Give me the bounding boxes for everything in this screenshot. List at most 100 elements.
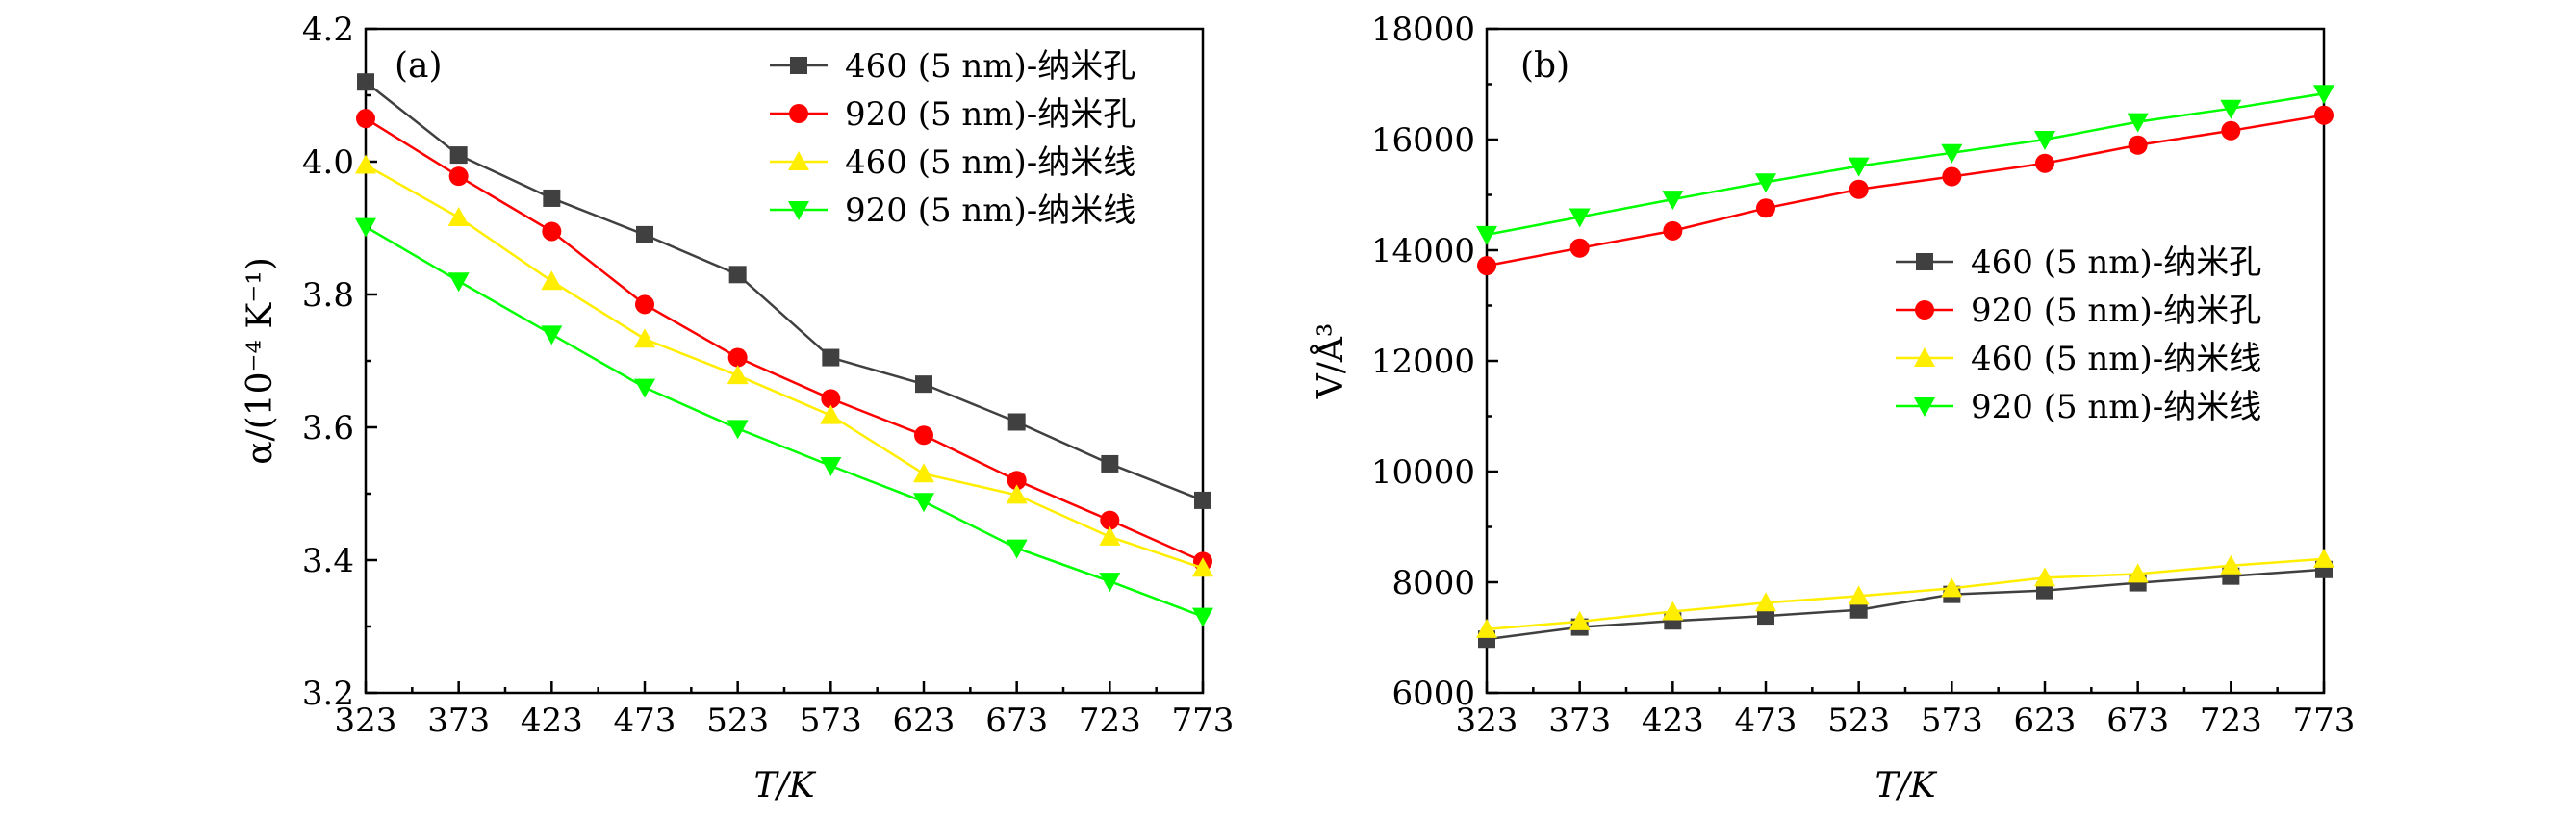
y-tick-label: 16000 xyxy=(1371,121,1475,160)
x-tick-label: 673 xyxy=(2106,702,2169,740)
x-tick-label: 573 xyxy=(1921,702,1983,740)
panel-b-y-axis-title: V/Å³ xyxy=(1311,323,1351,400)
series-line xyxy=(1486,92,2325,237)
panel-a-ticks xyxy=(364,27,1205,695)
data-point xyxy=(2127,113,2149,133)
panel-b-label: (b) xyxy=(1520,46,1569,86)
data-point xyxy=(355,154,376,174)
data-point xyxy=(1007,471,1027,491)
legend-label: 460 (5 nm)-纳米线 xyxy=(1971,340,2261,378)
panel-a-x-axis-title: T/K xyxy=(753,766,816,805)
panel-b-legend: 460 (5 nm)-纳米孔 920 (5 nm)-纳米孔 460 (5 nm)-纳… xyxy=(1896,243,2261,426)
data-point xyxy=(1006,484,1028,504)
panel-a-y-axis-title: α/(10⁻⁴ K⁻¹) xyxy=(241,257,280,465)
data-point xyxy=(1663,220,1683,241)
legend-label: 460 (5 nm)-纳米线 xyxy=(845,143,1135,182)
data-point xyxy=(2313,548,2334,568)
data-point xyxy=(542,221,562,242)
legend-marker xyxy=(1914,397,1935,417)
panel-b-x-axis-title: T/K xyxy=(1875,766,1937,805)
y-tick-label: 3.2 xyxy=(302,675,354,713)
data-point xyxy=(913,463,934,483)
x-tick-label: 723 xyxy=(2200,702,2262,740)
legend-label: 920 (5 nm)-纳米线 xyxy=(1971,388,2261,426)
data-point xyxy=(1569,208,1591,228)
data-point xyxy=(2034,567,2055,587)
data-point xyxy=(1099,525,1121,546)
data-point xyxy=(822,348,840,367)
x-tick-label: 473 xyxy=(614,702,676,740)
x-tick-label: 773 xyxy=(1172,702,1235,740)
x-tick-label: 423 xyxy=(1642,702,1704,740)
data-point xyxy=(1941,577,1963,598)
data-point xyxy=(1756,198,1775,218)
y-tick-label: 18000 xyxy=(1371,11,1475,49)
x-tick-label: 323 xyxy=(335,702,397,740)
legend-label: 920 (5 nm)-纳米孔 xyxy=(845,95,1135,134)
data-point xyxy=(2314,105,2334,125)
legend-marker xyxy=(788,151,809,170)
y-tick-label: 3.6 xyxy=(302,409,354,447)
series-line xyxy=(365,225,1204,618)
x-tick-label: 523 xyxy=(706,702,769,740)
data-point xyxy=(1941,143,1963,164)
panel-b-series xyxy=(1476,85,2334,649)
x-tick-label: 373 xyxy=(1548,702,1611,740)
legend-marker xyxy=(1914,347,1935,367)
data-point xyxy=(915,375,932,394)
legend-marker xyxy=(789,104,808,123)
data-point xyxy=(1755,592,1776,612)
x-tick-label: 723 xyxy=(1079,702,1141,740)
legend-marker xyxy=(788,201,809,220)
panel-b-chart: 323 373 423 473 523 573 623 673 723 773 6000 8000 1… xyxy=(1311,11,2355,805)
data-point xyxy=(2220,554,2242,575)
data-point xyxy=(1101,454,1119,473)
x-tick-label: 673 xyxy=(985,702,1048,740)
data-point xyxy=(1569,238,1590,258)
panel-b-x-tick-labels: 323 373 423 473 523 573 623 673 723 773 xyxy=(1456,702,2356,740)
y-tick-label: 4.0 xyxy=(302,143,354,182)
data-point xyxy=(1100,510,1120,530)
data-point xyxy=(1849,601,1868,619)
panel-a-chart: 323 373 423 473 523 573 623 673 723 773 3.2 3.4 3.6… xyxy=(241,11,1234,805)
series-line xyxy=(365,81,1204,502)
x-tick-label: 473 xyxy=(1735,702,1798,740)
data-point xyxy=(820,457,842,477)
data-point xyxy=(727,365,749,385)
data-point xyxy=(1755,173,1776,193)
data-point xyxy=(636,225,653,243)
data-point xyxy=(2313,85,2334,105)
data-point xyxy=(1007,413,1026,431)
data-point xyxy=(356,109,375,129)
data-point xyxy=(1476,618,1497,638)
data-point xyxy=(1757,607,1774,626)
y-tick-label: 4.2 xyxy=(302,11,354,49)
x-tick-label: 323 xyxy=(1456,702,1518,740)
data-point xyxy=(820,404,842,424)
data-point xyxy=(1849,179,1869,199)
y-tick-label: 14000 xyxy=(1371,232,1475,270)
legend-label: 920 (5 nm)-纳米孔 xyxy=(1971,292,2261,330)
data-point xyxy=(1476,225,1497,245)
panel-a-legend: 460 (5 nm)-纳米孔 920 (5 nm)-纳米孔 460 (5 nm)-纳… xyxy=(770,47,1135,230)
data-point xyxy=(1006,539,1028,559)
data-point xyxy=(447,206,470,226)
x-tick-label: 773 xyxy=(2293,702,2356,740)
data-point xyxy=(1477,256,1496,276)
y-tick-label: 6000 xyxy=(1391,675,1475,713)
data-point xyxy=(821,389,841,409)
y-tick-label: 12000 xyxy=(1371,343,1475,381)
data-point xyxy=(1194,491,1211,509)
data-point xyxy=(355,217,376,238)
series-line xyxy=(1486,557,2325,631)
data-point xyxy=(1192,607,1213,627)
legend-marker xyxy=(1916,253,1933,270)
data-point xyxy=(1942,166,1962,187)
data-point xyxy=(449,146,468,165)
legend-label: 920 (5 nm)-纳米线 xyxy=(845,192,1135,230)
data-point xyxy=(1848,157,1870,177)
data-point xyxy=(1662,601,1684,621)
data-point xyxy=(914,425,933,446)
x-tick-label: 623 xyxy=(2014,702,2077,740)
